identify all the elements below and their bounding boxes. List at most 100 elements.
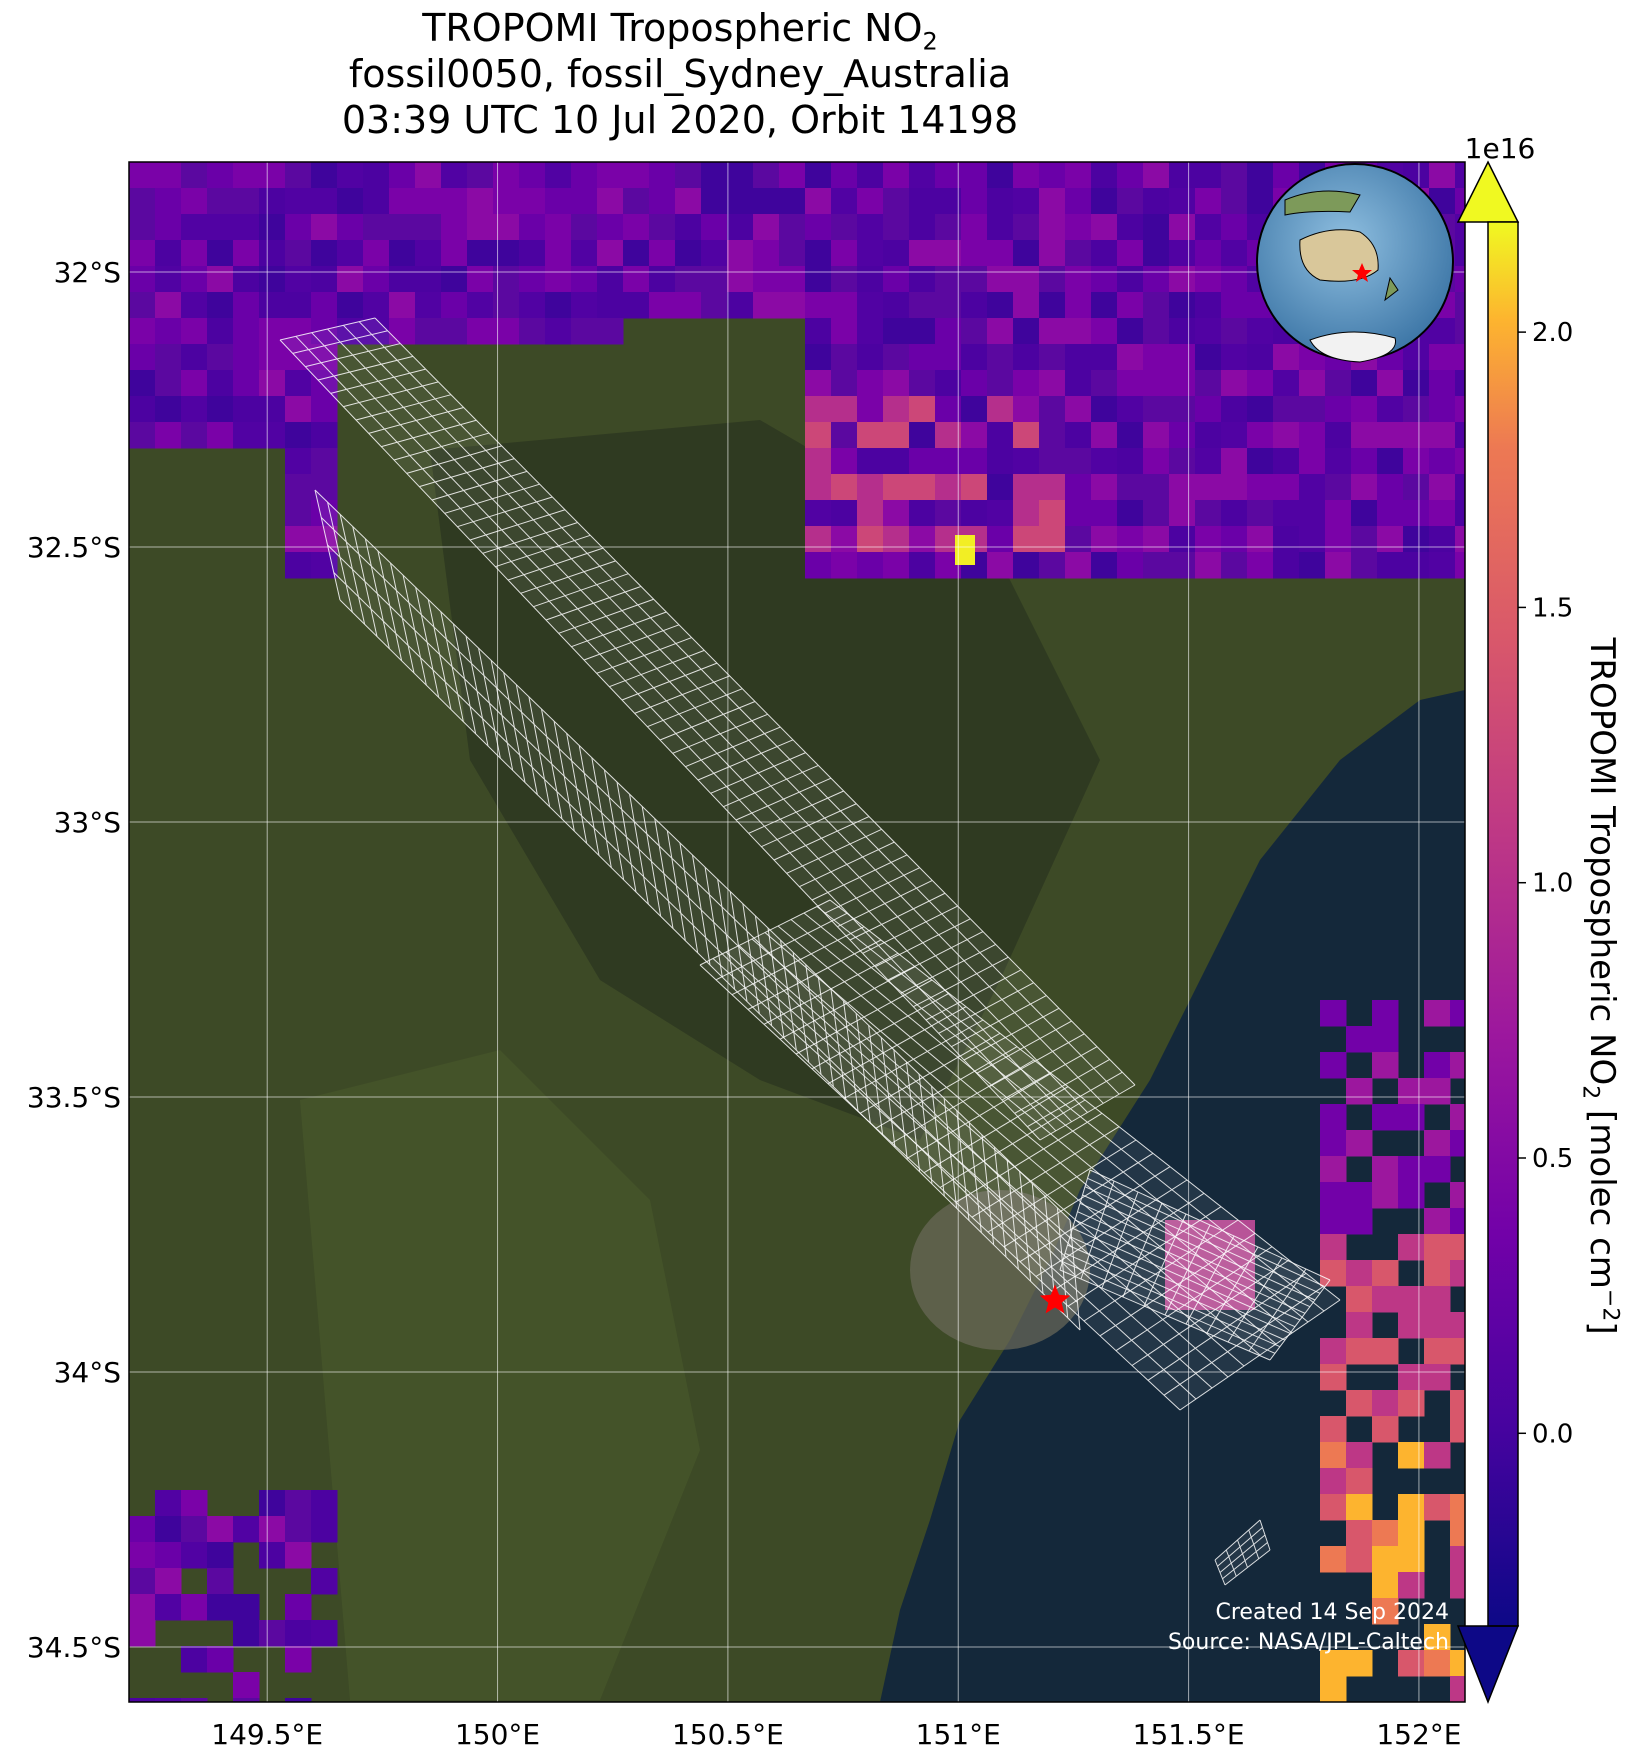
footprint-line: [913, 956, 1009, 1008]
no2-pixel: [1424, 1494, 1451, 1521]
no2-pixel: [805, 552, 832, 579]
no2-pixel: [311, 188, 338, 215]
no2-pixel: [1143, 526, 1170, 553]
no2-pixel: [1091, 474, 1118, 501]
no2-pixel: [1346, 1208, 1373, 1235]
no2-pixel: [623, 214, 650, 241]
no2-pixel: [285, 1516, 312, 1543]
no2-pixel: [233, 1594, 260, 1621]
no2-pixel: [961, 188, 988, 215]
no2-pixel: [1299, 526, 1326, 553]
no2-pixel: [1299, 422, 1326, 449]
footprint-line: [931, 1086, 945, 1197]
no2-pixel: [1450, 1520, 1465, 1547]
no2-pixel: [1372, 1026, 1399, 1053]
no2-pixel: [467, 266, 494, 293]
no2-pixel: [389, 214, 416, 241]
no2-pixel: [415, 292, 442, 319]
no2-pixel: [909, 344, 936, 371]
no2-pixel: [779, 188, 806, 215]
no2-pixel: [233, 1516, 260, 1543]
no2-pixel: [831, 214, 858, 241]
no2-pixel: [1424, 1078, 1451, 1105]
no2-pixel: [1372, 1104, 1399, 1131]
no2-pixel: [233, 266, 260, 293]
no2-pixel: [987, 188, 1014, 215]
no2-pixel: [285, 292, 312, 319]
no2-pixel: [1273, 422, 1300, 449]
lon-tick-label: 150°E: [455, 1718, 540, 1751]
no2-pixel: [857, 422, 884, 449]
no2-pixel: [155, 1568, 182, 1595]
footprint-line: [805, 964, 822, 1075]
no2-pixel: [1091, 292, 1118, 319]
no2-pixel: [1346, 1442, 1373, 1469]
no2-pixel: [1450, 1052, 1465, 1079]
footprint-line: [994, 1146, 1007, 1258]
no2-pixel: [987, 318, 1014, 345]
no2-pixel: [1039, 500, 1066, 527]
footprint-line: [968, 1122, 982, 1233]
footprint-line: [923, 1086, 1069, 1174]
footprint-line: [976, 1020, 1072, 1074]
no2-pixel: [935, 344, 962, 371]
no2-pixel: [1247, 526, 1274, 553]
no2-pixel: [805, 370, 832, 397]
footprint-line: [754, 915, 773, 1026]
no2-pixel: [129, 240, 156, 267]
footprint-line: [1115, 1246, 1273, 1352]
footprint-line: [415, 587, 440, 698]
footprint-swath: [1059, 1169, 1331, 1361]
no2-pixel: [649, 162, 676, 189]
footprint-line: [956, 1110, 970, 1221]
no2-hotspot-pixel: [955, 535, 975, 565]
no2-pixel: [1143, 292, 1170, 319]
footprint-line: [918, 1073, 933, 1185]
no2-pixel: [493, 162, 520, 189]
no2-pixel: [181, 1516, 208, 1543]
footprint-line: [1074, 1219, 1301, 1321]
lon-tick-label: 152°E: [1376, 1718, 1461, 1751]
no2-pixel: [1429, 552, 1456, 579]
no2-pixel: [831, 292, 858, 319]
footprint-line: [355, 394, 452, 421]
no2-pixel: [363, 292, 390, 319]
no2-pixel: [1372, 1546, 1399, 1573]
no2-pixel: [1403, 370, 1430, 397]
no2-pixel: [1143, 370, 1170, 397]
footprint-line: [364, 538, 390, 649]
globe-target-marker: [1352, 263, 1372, 282]
no2-pixel: [155, 240, 182, 267]
colorbar-gradient: [1488, 222, 1518, 1626]
no2-pixel: [857, 474, 884, 501]
no2-pixel: [1424, 1156, 1451, 1183]
no2-pixel: [1169, 344, 1196, 371]
no2-pixel: [285, 552, 312, 579]
no2-pixel: [1169, 318, 1196, 345]
no2-pixel: [1403, 474, 1430, 501]
footprint-line: [352, 526, 378, 637]
no2-pixel: [1169, 526, 1196, 553]
no2-pixel: [1195, 266, 1222, 293]
no2-pixel: [1346, 1390, 1373, 1417]
no2-pixel: [1091, 188, 1118, 215]
no2-pixel: [1039, 344, 1066, 371]
no2-pixel: [909, 500, 936, 527]
no2-pixel: [1143, 422, 1170, 449]
no2-pixel: [493, 292, 520, 319]
no2-pixel: [935, 240, 962, 267]
no2-pixel: [1320, 1000, 1347, 1027]
footprint-line: [1214, 1519, 1261, 1561]
urban-area: [910, 1190, 1090, 1350]
footprint-line: [621, 662, 718, 701]
footprint-line: [1087, 1177, 1326, 1288]
no2-pixel: [1273, 344, 1300, 371]
footprint-line: [339, 514, 366, 625]
no2-pixel: [1398, 1078, 1425, 1105]
no2-pixel: [129, 422, 156, 449]
no2-pixel: [545, 266, 572, 293]
footprint-grids: [279, 317, 1341, 1586]
no2-pixel: [311, 1516, 338, 1543]
no2-pixel: [181, 318, 208, 345]
no2-pixel: [1039, 240, 1066, 267]
